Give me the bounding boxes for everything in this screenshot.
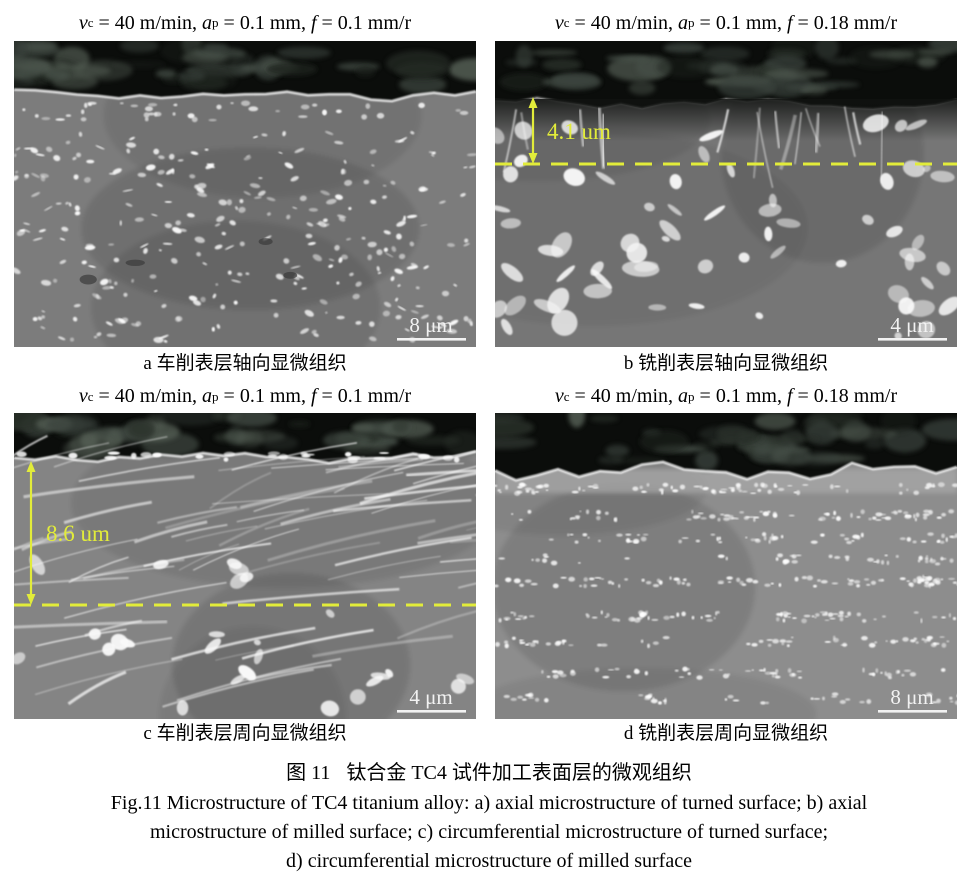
- sem-micrograph-d: 8 μm: [495, 413, 957, 719]
- param-symbol: a: [678, 11, 689, 34]
- param-text: = 0.1 mm,: [218, 11, 311, 34]
- param-symbol: v: [554, 385, 564, 407]
- param-symbol: v: [554, 11, 564, 34]
- panel-d-caption: d 铣削表层周向显微组织: [623, 723, 829, 744]
- caption-en-line1: Fig.11 Microstructure of TC4 titanium al…: [110, 792, 868, 814]
- depth-annotation: 4.1 um: [495, 97, 957, 166]
- param-text: = 0.18 mm/r: [792, 385, 898, 407]
- param-symbol: v: [78, 385, 88, 407]
- scale-bar: 8 μm: [397, 313, 466, 341]
- panel-b-caption: b 铣削表层轴向显微组织: [623, 353, 829, 374]
- param-text: = 0.1 mm,: [218, 385, 311, 407]
- figure-number: 图 11: [286, 762, 331, 784]
- param-text: = 0.1 mm/r: [316, 11, 412, 34]
- svg-text:8 μm: 8 μm: [890, 685, 933, 709]
- sem-micrograph-c: 4 μm 8.6 um: [14, 413, 476, 719]
- param-symbol: f: [310, 11, 317, 34]
- param-symbol: f: [786, 385, 793, 407]
- svg-text:4 μm: 4 μm: [890, 313, 933, 337]
- param-symbol: f: [786, 11, 793, 34]
- param-symbol: f: [310, 385, 317, 407]
- param-symbol: a: [202, 11, 213, 34]
- param-symbol: a: [202, 385, 213, 407]
- param-text: = 40 m/min,: [569, 11, 679, 34]
- param-symbol: v: [78, 11, 88, 34]
- svg-text:4.1 um: 4.1 um: [547, 119, 611, 144]
- caption-en-line3: d) circumferential microstructure of mil…: [286, 850, 692, 872]
- panel-a-caption: a 车削表层轴向显微组织: [143, 353, 347, 374]
- param-text: = 40 m/min,: [569, 385, 679, 407]
- param-text: = 40 m/min,: [93, 385, 203, 407]
- param-text: = 0.1 mm/r: [316, 385, 412, 407]
- param-text: = 0.18 mm/r: [792, 11, 898, 34]
- panel-c-caption: c 车削表层周向显微组织: [143, 723, 347, 744]
- caption-en-line2: microstructure of milled surface; c) cir…: [149, 821, 829, 843]
- param-text: = 0.1 mm,: [694, 11, 787, 34]
- sem-micrograph-b: 4 μm 4.1 um: [495, 41, 957, 347]
- scale-bar: 4 μm: [878, 313, 947, 341]
- svg-text:8 μm: 8 μm: [409, 313, 452, 337]
- scale-bar: 4 μm: [397, 685, 466, 713]
- param-symbol: a: [678, 385, 689, 407]
- scale-bar: 8 μm: [878, 685, 947, 713]
- figure-caption-zh: 图 11 钛合金 TC4 试件加工表面层的微观组织: [0, 759, 978, 787]
- param-text: = 0.1 mm,: [694, 385, 787, 407]
- depth-annotation: 8.6 um: [14, 461, 476, 607]
- figure-caption-en: Fig.11 Microstructure of TC4 titanium al…: [0, 789, 978, 876]
- sem-micrograph-a: 8 μm: [14, 41, 476, 347]
- svg-text:4 μm: 4 μm: [409, 685, 452, 709]
- svg-text:8.6 um: 8.6 um: [46, 521, 110, 546]
- param-text: = 40 m/min,: [93, 11, 203, 34]
- figure-title-zh: 钛合金 TC4 试件加工表面层的微观组织: [346, 762, 692, 784]
